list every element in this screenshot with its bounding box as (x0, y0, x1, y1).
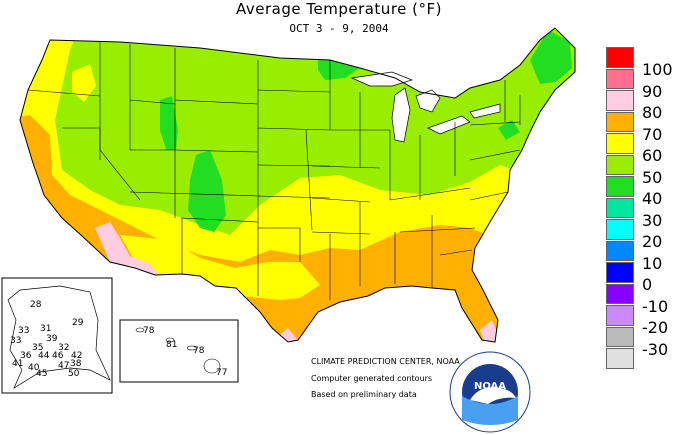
ak-value: 32 (58, 343, 69, 353)
noaa-logo: NOAA (449, 351, 531, 433)
legend-swatch (606, 197, 634, 218)
band-40-ny (498, 120, 520, 140)
ak-value: 38 (70, 359, 82, 369)
ak-value: 40 (28, 363, 40, 373)
alaska-inset: 28 29 33 31 33 39 32 35 42 36 44 46 38 4… (1, 277, 113, 394)
legend-swatch (606, 90, 634, 111)
great-lakes (350, 71, 501, 143)
legend-swatch (606, 348, 634, 369)
us-outline (19, 27, 576, 343)
ak-value: 50 (68, 369, 80, 379)
band-40-co (188, 150, 226, 232)
ak-value: 35 (32, 343, 43, 353)
ak-value: 47 (58, 361, 69, 371)
legend-label: 40 (642, 189, 663, 208)
page-title: Average Temperature (°F) (236, 0, 442, 18)
band-40-me (530, 30, 572, 84)
band-60-or (72, 64, 96, 102)
ak-value: 41 (12, 359, 23, 369)
legend-swatch (606, 133, 634, 154)
legend-swatch (606, 154, 634, 175)
legend-swatch (606, 68, 634, 89)
hi-value: 81 (166, 340, 177, 350)
hi-value: 77 (216, 368, 227, 378)
ak-value: 33 (10, 336, 21, 346)
legend-label: 30 (642, 210, 663, 230)
legend-label: 20 (642, 232, 663, 251)
ak-value: 46 (52, 351, 64, 361)
noaa-logo-text: NOAA (474, 381, 506, 392)
legend-label: 50 (642, 167, 663, 187)
legend-label: 90 (642, 81, 663, 101)
ak-value: 36 (20, 351, 32, 361)
band-80-tx (280, 328, 298, 342)
state-borders (27, 42, 521, 300)
band-40-wy (160, 96, 178, 150)
credit-line: CLIMATE PREDICTION CENTER, NOAA (311, 357, 460, 366)
band-60-sw (120, 235, 320, 300)
legend-swatch (606, 47, 634, 68)
ak-value: 31 (40, 324, 51, 334)
legend-swatch (606, 111, 634, 132)
legend-label: 0 (642, 275, 653, 294)
hawaii-inset: 78 81 78 77 (119, 319, 239, 383)
legend-swatch (606, 305, 634, 326)
hi-value: 78 (143, 326, 155, 336)
legend-swatch (606, 219, 634, 240)
legend-swatch (606, 326, 634, 347)
legend-label: 60 (642, 146, 663, 165)
legend-label: 80 (642, 103, 663, 122)
ak-value: 33 (18, 326, 29, 336)
ak-value: 28 (30, 300, 42, 310)
credit-line: Based on preliminary data (311, 390, 417, 399)
legend-label: -20 (642, 318, 669, 337)
hi-value: 78 (193, 346, 205, 356)
legend-label: 100 (642, 60, 673, 79)
ak-value: 44 (38, 351, 50, 361)
ak-value: 45 (36, 369, 47, 379)
credit-line: Computer generated contours (311, 374, 433, 383)
legend-swatch (606, 176, 634, 197)
legend-label: 10 (642, 253, 663, 273)
legend-label: 70 (642, 124, 663, 144)
legend-label: -10 (642, 296, 669, 316)
ak-value: 42 (71, 351, 82, 361)
legend-label: -30 (642, 339, 669, 359)
legend-swatch (606, 262, 634, 283)
legend-swatch (606, 240, 634, 261)
date-range: OCT 3 - 9, 2004 (289, 22, 389, 35)
ak-value: 39 (46, 334, 58, 344)
ak-value: 29 (72, 318, 84, 328)
legend-swatch (606, 283, 634, 304)
